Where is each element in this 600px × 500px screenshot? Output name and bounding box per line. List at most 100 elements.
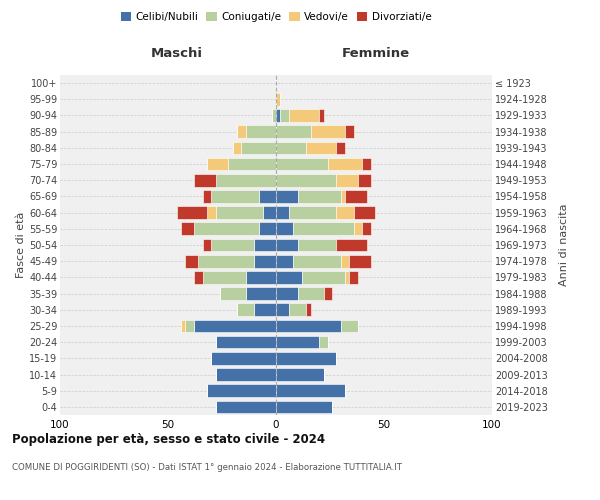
Bar (254, 255, 276, 268)
Bar (246, 126, 276, 138)
Bar (306, 142, 337, 154)
Bar (341, 255, 349, 268)
Bar (194, 174, 215, 186)
Bar (176, 206, 207, 219)
Bar (276, 93, 280, 106)
Y-axis label: Fasce di età: Fasce di età (16, 212, 26, 278)
Bar (337, 142, 345, 154)
Bar (354, 206, 376, 219)
Bar (237, 304, 254, 316)
Bar (207, 158, 229, 170)
Bar (181, 222, 194, 235)
Bar (298, 288, 323, 300)
Bar (276, 190, 298, 202)
Bar (194, 271, 203, 283)
Bar (237, 126, 246, 138)
Bar (306, 304, 311, 316)
Bar (276, 384, 345, 397)
Bar (362, 222, 371, 235)
Bar (349, 271, 358, 283)
Bar (215, 336, 276, 348)
Bar (323, 288, 332, 300)
Bar (272, 109, 276, 122)
Bar (293, 255, 341, 268)
Bar (185, 255, 198, 268)
Bar (276, 400, 332, 413)
Bar (259, 190, 276, 202)
Bar (194, 320, 276, 332)
Bar (211, 238, 254, 252)
Bar (241, 142, 276, 154)
Bar (276, 368, 323, 381)
Bar (198, 255, 254, 268)
Bar (207, 206, 215, 219)
Bar (233, 142, 241, 154)
Text: Femmine: Femmine (341, 46, 409, 60)
Bar (298, 190, 341, 202)
Bar (215, 368, 276, 381)
Bar (319, 336, 328, 348)
Bar (254, 304, 276, 316)
Bar (280, 109, 289, 122)
Bar (203, 271, 246, 283)
Bar (276, 109, 280, 122)
Bar (215, 206, 263, 219)
Bar (358, 174, 371, 186)
Bar (354, 222, 362, 235)
Text: Maschi: Maschi (151, 46, 203, 60)
Text: Popolazione per età, sesso e stato civile - 2024: Popolazione per età, sesso e stato civil… (12, 432, 325, 446)
Bar (246, 288, 276, 300)
Bar (211, 190, 259, 202)
Bar (215, 174, 276, 186)
Bar (246, 271, 276, 283)
Bar (341, 190, 345, 202)
Bar (276, 352, 337, 364)
Bar (215, 400, 276, 413)
Bar (337, 238, 367, 252)
Bar (289, 206, 337, 219)
Bar (289, 109, 319, 122)
Bar (311, 126, 345, 138)
Bar (194, 222, 259, 235)
Bar (254, 238, 276, 252)
Bar (276, 320, 341, 332)
Bar (203, 238, 211, 252)
Bar (220, 288, 246, 300)
Bar (337, 206, 354, 219)
Bar (259, 222, 276, 235)
Bar (276, 206, 289, 219)
Bar (276, 271, 302, 283)
Bar (341, 320, 358, 332)
Bar (302, 271, 345, 283)
Text: COMUNE DI POGGIRIDENTI (SO) - Dati ISTAT 1° gennaio 2024 - Elaborazione TUTTITAL: COMUNE DI POGGIRIDENTI (SO) - Dati ISTAT… (12, 462, 402, 471)
Bar (349, 255, 371, 268)
Bar (276, 174, 337, 186)
Bar (276, 142, 306, 154)
Bar (362, 158, 371, 170)
Bar (289, 304, 306, 316)
Bar (229, 158, 276, 170)
Bar (185, 320, 194, 332)
Bar (181, 320, 185, 332)
Bar (276, 126, 311, 138)
Legend: Celibi/Nubili, Coniugati/e, Vedovi/e, Divorziati/e: Celibi/Nubili, Coniugati/e, Vedovi/e, Di… (116, 8, 436, 26)
Bar (298, 238, 337, 252)
Bar (276, 288, 298, 300)
Bar (319, 109, 323, 122)
Bar (328, 158, 362, 170)
Bar (276, 336, 319, 348)
Bar (345, 271, 349, 283)
Bar (276, 255, 293, 268)
Bar (276, 222, 293, 235)
Bar (337, 174, 358, 186)
Bar (207, 384, 276, 397)
Bar (345, 190, 367, 202)
Bar (276, 238, 298, 252)
Bar (276, 158, 328, 170)
Bar (211, 352, 276, 364)
Bar (276, 304, 289, 316)
Bar (345, 126, 354, 138)
Y-axis label: Anni di nascita: Anni di nascita (559, 204, 569, 286)
Bar (293, 222, 354, 235)
Bar (203, 190, 211, 202)
